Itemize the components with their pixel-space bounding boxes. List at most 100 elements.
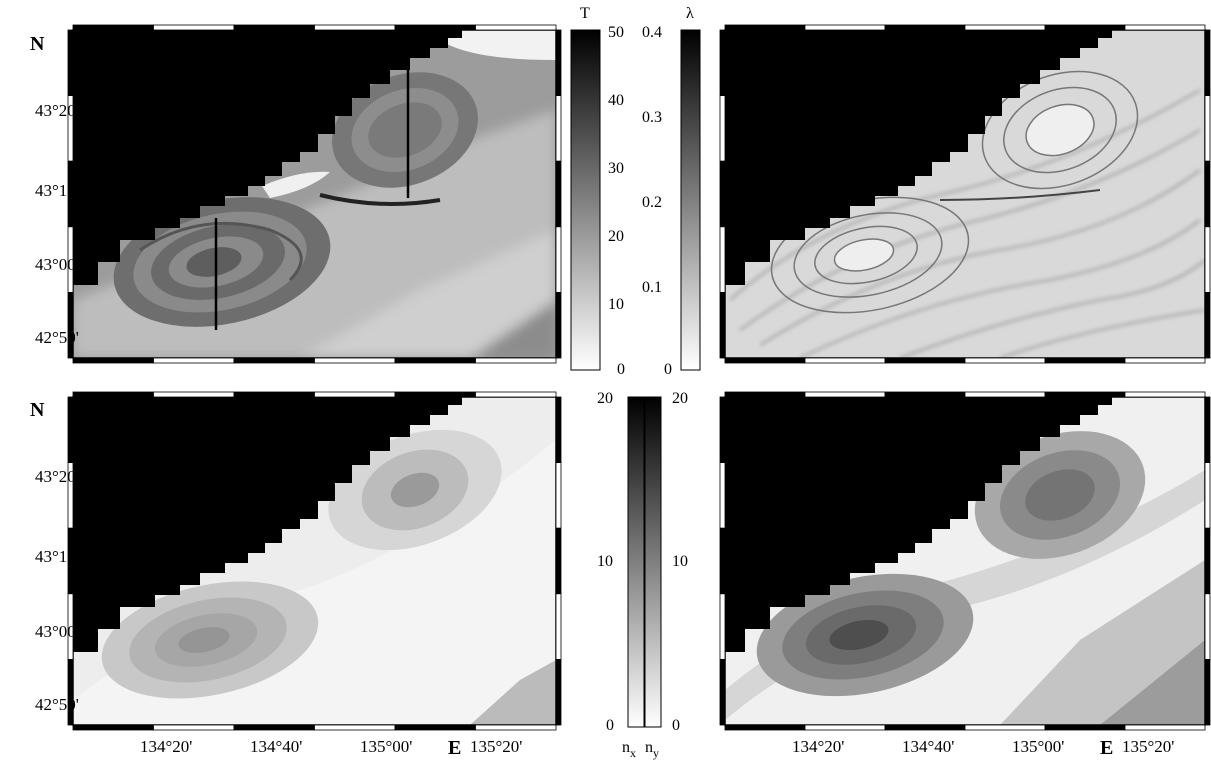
- frame-bar: [555, 291, 562, 359]
- frame-bar: [1044, 24, 1126, 31]
- frame-bar: [555, 29, 562, 96]
- lat-tick-top-2: 43°10': [35, 181, 79, 200]
- frame-bar: [724, 24, 806, 31]
- colorbar-t-tick-5: 10: [608, 296, 624, 313]
- colorbar-ny-tick-3: 0: [672, 717, 680, 734]
- frame-bar: [719, 29, 726, 96]
- frame-bar: [1124, 724, 1206, 731]
- eddy-c-2: [328, 429, 502, 551]
- frame-bar: [1124, 357, 1206, 364]
- lat-tick-bottom-4: 42°50': [35, 695, 79, 714]
- frame-bar: [555, 160, 562, 228]
- frame-bar: [72, 391, 154, 398]
- east-label-right: E: [1100, 737, 1113, 759]
- lon-tick-left-3: 135°00': [360, 737, 412, 756]
- frame-bar: [314, 24, 396, 31]
- land-c: [73, 397, 462, 652]
- frame-bar: [233, 357, 315, 364]
- frame-bar: [1204, 462, 1211, 529]
- colorbar-nx-tick-3: 0: [606, 717, 614, 734]
- frame-bar: [719, 527, 726, 595]
- colorbar-t-tick-3: 30: [608, 160, 624, 177]
- frame-bar: [72, 357, 154, 364]
- frame-bar: [314, 357, 396, 364]
- frame-bar: [1204, 659, 1211, 726]
- frame-bar: [1204, 396, 1211, 463]
- land-b: [725, 30, 1112, 285]
- land-a: [73, 30, 462, 285]
- frame-bar: [884, 357, 966, 364]
- frame-bar: [719, 291, 726, 359]
- frame-bar: [719, 95, 726, 162]
- frame-bar: [153, 391, 235, 398]
- frame-bar: [719, 396, 726, 463]
- eddy-b-1: [770, 196, 970, 314]
- colorbar-lambda-tick-4: 0.1: [642, 279, 662, 296]
- lon-tick-right-4: 135°20': [1122, 737, 1174, 756]
- colorbar-lambda-tick-2: 0.3: [642, 109, 662, 126]
- panel-c: c): [72, 396, 557, 726]
- frame-bar: [1204, 160, 1211, 228]
- frame-bar: [555, 396, 562, 463]
- lon-tick-left-4: 135°20': [470, 737, 522, 756]
- colorbar-t-title: T: [580, 5, 590, 22]
- frame-bar: [964, 724, 1046, 731]
- panel-d: d): [724, 396, 1206, 726]
- frame-bar: [1044, 724, 1126, 731]
- frame-bar: [314, 391, 396, 398]
- frame-bar: [719, 160, 726, 228]
- frame-bar: [67, 396, 74, 463]
- panel-a-label: a): [102, 61, 129, 97]
- colorbar-lambda-tick-1: 0.4: [642, 24, 662, 41]
- lon-tick-right-3: 135°00': [1012, 737, 1064, 756]
- frame-bar: [555, 593, 562, 660]
- frame-bar: [884, 24, 966, 31]
- frame-bar: [475, 724, 557, 731]
- frame-bar: [233, 391, 315, 398]
- panel-a-map: [73, 30, 556, 358]
- frame-bar: [804, 24, 886, 31]
- frame-bar: [555, 527, 562, 595]
- colorbar-lambda-title: λ: [686, 5, 694, 22]
- frame-bar: [719, 659, 726, 726]
- frame-bar: [153, 724, 235, 731]
- frame-bar: [394, 391, 476, 398]
- frame-bar: [884, 391, 966, 398]
- frame-bar: [724, 391, 806, 398]
- frame-bar: [1204, 95, 1211, 162]
- y-axis-top: N 43°20' 43°10' 43°00' 42°50': [30, 33, 79, 347]
- colorbar-t: T 50 40 30 20 10 0: [570, 5, 625, 378]
- colorbar-nx-tick-1: 20: [597, 390, 613, 407]
- colorbar-lambda-tick-5: 0: [664, 361, 672, 378]
- frame-bar: [67, 659, 74, 726]
- frame-bar: [555, 226, 562, 293]
- frame-bar: [724, 724, 806, 731]
- colorbar-nx-label: nx: [622, 739, 636, 760]
- eddy-d-1: [756, 573, 974, 697]
- panel-b-map: [725, 30, 1205, 358]
- frame-bar: [72, 724, 154, 731]
- panel-d-map: [725, 397, 1205, 725]
- frame-bar: [233, 724, 315, 731]
- lat-tick-top-3: 43°00': [35, 255, 79, 274]
- y-axis-bottom: N 43°20' 43°10' 43°00' 42°50': [30, 399, 79, 714]
- colorbar-ny-tick-2: 10: [672, 553, 688, 570]
- lon-tick-left-2: 134°40': [250, 737, 302, 756]
- frame-bar: [804, 724, 886, 731]
- panel-a: a): [72, 29, 557, 359]
- frame-bar: [1124, 24, 1206, 31]
- frame-bar: [1204, 593, 1211, 660]
- frame-bar: [804, 357, 886, 364]
- colorbar-t-tick-1: 50: [608, 24, 624, 41]
- panel-b-label: b): [752, 61, 780, 97]
- lon-tick-right-2: 134°40': [902, 737, 954, 756]
- colorbar-ny-tick-1: 20: [672, 390, 688, 407]
- frame-bar: [67, 291, 74, 359]
- frame-bar: [394, 24, 476, 31]
- frame-bar: [72, 24, 154, 31]
- land-d: [725, 397, 1112, 652]
- lat-tick-top-4: 42°50': [35, 328, 79, 347]
- frame-bar: [394, 357, 476, 364]
- frame-bar: [804, 391, 886, 398]
